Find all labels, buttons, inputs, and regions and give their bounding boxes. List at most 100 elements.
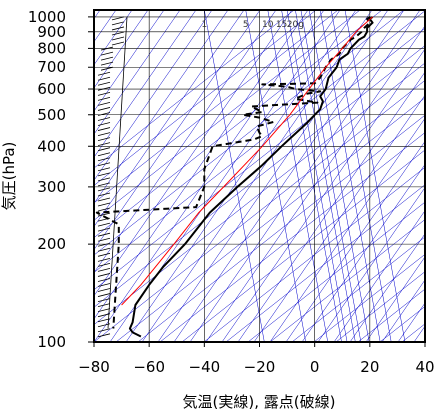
adiabat-line — [94, 10, 295, 169]
y-tick-label: 400 — [37, 137, 66, 155]
mixing-ratio-label: 1 — [201, 20, 207, 30]
adiabat-line — [94, 10, 245, 227]
wind-barb — [97, 207, 111, 212]
adiabat-line — [181, 149, 425, 342]
wind-barb — [97, 142, 111, 147]
y-axis-title: 気圧(hPa) — [0, 142, 18, 211]
mixing-ratio-label: 20g — [287, 20, 304, 30]
adiabat-line — [225, 184, 425, 342]
adiabat-line — [94, 10, 213, 181]
wind-barb — [97, 147, 111, 152]
wind-barb — [97, 262, 111, 267]
y-tick-label: 300 — [37, 178, 66, 196]
wind-barb — [97, 197, 111, 202]
adiabat-line — [269, 219, 425, 342]
x-tick-label: −40 — [189, 358, 221, 376]
wind-barb — [97, 222, 111, 227]
wind-barb — [97, 313, 111, 318]
wind-barb — [100, 56, 114, 61]
x-tick-label: −80 — [78, 358, 110, 376]
y-tick-label: 800 — [37, 39, 66, 57]
wind-barb — [97, 242, 111, 247]
wind-barb — [100, 46, 114, 51]
wind-barb — [97, 273, 111, 277]
adiabat-line — [94, 10, 425, 273]
x-tick-label: −60 — [133, 358, 165, 376]
wind-barb — [97, 81, 111, 86]
adiabat-line — [94, 10, 339, 204]
x-axis-title: 気温(実線), 露点(破線) — [183, 393, 336, 411]
wind-barb — [111, 16, 125, 21]
adiabat-line — [189, 10, 421, 342]
adiabat-line — [94, 10, 149, 89]
mixing-ratio-line — [300, 10, 362, 342]
wind-barb — [97, 137, 111, 142]
mixing-ratio-line — [286, 10, 348, 342]
wind-barb — [111, 21, 125, 26]
adiabat-line — [94, 10, 317, 186]
x-tick-label: 0 — [310, 358, 320, 376]
wind-barb — [97, 132, 111, 136]
wind-barb — [97, 232, 111, 237]
wind-barb — [97, 268, 111, 272]
mixing-ratio-labels: 1 5 10 15 20g — [201, 20, 303, 30]
wind-barb — [97, 167, 111, 172]
adiabat-line — [94, 80, 425, 342]
wind-barb — [97, 107, 111, 111]
x-tick-label: 40 — [415, 358, 434, 376]
wind-barb — [97, 278, 111, 282]
adiabat-line — [94, 10, 309, 320]
wind-barb — [97, 303, 111, 308]
adiabat-line — [94, 10, 261, 251]
wind-barb — [97, 162, 111, 167]
wind-barb — [97, 117, 111, 121]
adiabat-line — [253, 94, 425, 342]
adiabat-line — [379, 306, 425, 342]
adiabat-line — [94, 10, 405, 256]
parcel-line — [121, 16, 373, 306]
wind-barb — [97, 247, 111, 252]
grid-lines — [94, 10, 425, 342]
adiabat-line — [94, 10, 293, 297]
adiabat-line — [173, 10, 405, 342]
adiabat-line — [381, 279, 425, 342]
wind-barb — [97, 152, 111, 157]
wind-barb — [111, 26, 125, 31]
y-tick-label: 600 — [37, 80, 66, 98]
wind-barb — [97, 112, 111, 116]
mixing-ratio-line — [330, 10, 392, 342]
adiabat-line — [94, 10, 165, 112]
adiabat-line — [94, 62, 425, 325]
adiabat-line — [269, 117, 425, 342]
wind-barb — [97, 293, 111, 297]
mixing-ratio-line — [295, 10, 356, 342]
adiabat-lines — [94, 10, 425, 342]
wind-barb — [97, 86, 111, 91]
adiabat-line — [203, 166, 425, 342]
wind-barb — [97, 71, 111, 76]
adiabat-line — [335, 271, 425, 342]
adiabat-line — [333, 210, 425, 342]
mixing-ratio-label: 5 — [243, 20, 249, 30]
adiabat-line — [94, 10, 197, 158]
wind-barb — [97, 333, 111, 338]
x-axis-ticks: −80 −60 −40 −20 0 20 40 — [78, 342, 435, 376]
adiabat-line — [94, 10, 361, 221]
wind-barb — [97, 96, 111, 101]
adiabat-line — [94, 10, 325, 342]
wind-barb — [97, 202, 111, 207]
wind-barb — [97, 192, 111, 197]
wind-barb — [97, 187, 111, 192]
wind-barb — [97, 76, 111, 81]
y-tick-label: 100 — [37, 333, 66, 351]
wind-barb — [97, 298, 111, 302]
wind-barb — [97, 127, 111, 131]
adiabat-line — [94, 45, 425, 308]
wind-barb — [97, 328, 111, 333]
wind-barb — [111, 36, 125, 41]
wind-barb — [97, 102, 111, 106]
wind-barb — [97, 177, 111, 182]
mixing-ratio-line — [267, 10, 329, 342]
adiabat-line — [291, 236, 425, 342]
wind-barb — [97, 172, 111, 177]
